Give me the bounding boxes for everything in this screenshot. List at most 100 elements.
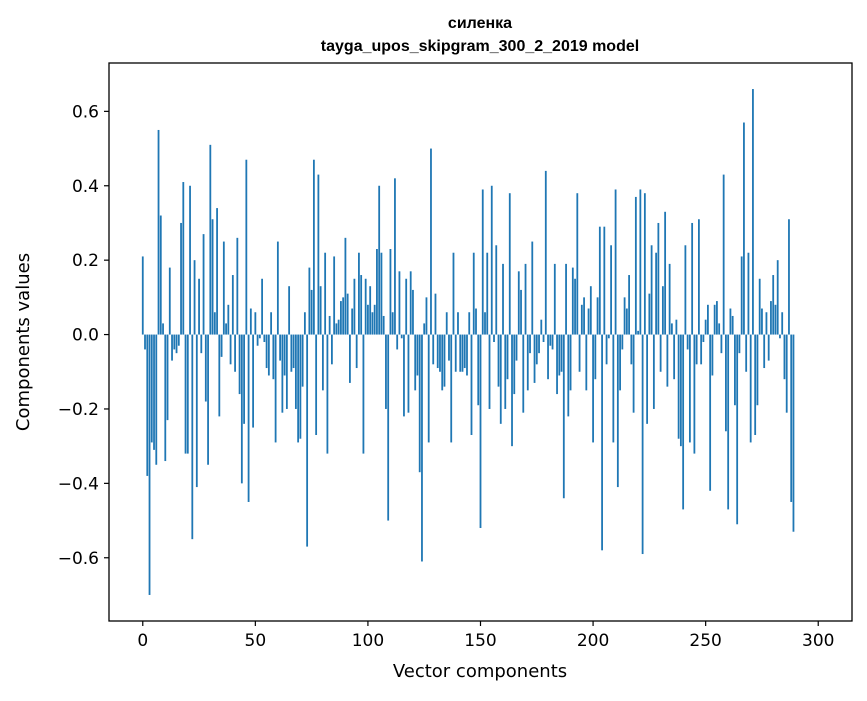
bar xyxy=(756,334,759,406)
bar xyxy=(310,289,313,335)
bar xyxy=(200,334,203,354)
bar xyxy=(567,334,570,417)
bar xyxy=(673,334,676,380)
bar xyxy=(373,304,376,335)
bar xyxy=(515,334,518,361)
bar xyxy=(463,334,466,369)
bar xyxy=(418,334,421,473)
bar xyxy=(722,174,725,335)
bar xyxy=(168,267,171,335)
bar xyxy=(688,334,691,443)
bar xyxy=(355,334,358,369)
bar xyxy=(144,334,146,350)
bar xyxy=(389,249,392,335)
bar xyxy=(763,334,766,369)
bar xyxy=(297,334,300,443)
bar xyxy=(378,185,381,335)
bar xyxy=(761,308,763,335)
bar xyxy=(400,334,403,339)
bar xyxy=(308,267,311,335)
bar xyxy=(274,334,277,443)
bar xyxy=(553,263,556,335)
bar xyxy=(409,271,412,335)
bar xyxy=(531,241,534,335)
bar xyxy=(549,334,552,346)
bar xyxy=(770,301,772,335)
bar xyxy=(648,293,651,335)
bar xyxy=(364,278,367,335)
bar xyxy=(340,301,342,335)
bar xyxy=(495,245,498,335)
bar xyxy=(398,271,401,335)
bar xyxy=(414,334,417,391)
bar xyxy=(405,278,408,335)
bar xyxy=(186,334,189,454)
bar xyxy=(547,334,549,380)
bar xyxy=(240,334,243,484)
bar xyxy=(682,334,685,510)
bar xyxy=(346,293,349,335)
bar xyxy=(470,334,473,435)
bar xyxy=(643,193,646,335)
bar xyxy=(238,334,241,395)
bar xyxy=(434,293,437,335)
bar xyxy=(342,297,345,335)
bar xyxy=(657,222,660,335)
bar xyxy=(711,334,714,376)
bar xyxy=(625,308,628,335)
bar xyxy=(670,323,673,335)
bar xyxy=(306,334,309,547)
bar xyxy=(571,267,574,335)
bar xyxy=(702,334,705,342)
bar xyxy=(227,304,230,335)
x-tick-label: 0 xyxy=(137,631,148,651)
bar xyxy=(522,334,525,413)
bar xyxy=(655,252,658,335)
bar xyxy=(659,334,662,372)
x-axis-label: Vector components xyxy=(393,661,567,682)
bar xyxy=(779,334,781,339)
bar xyxy=(506,334,509,380)
bar xyxy=(281,334,284,413)
bar xyxy=(180,222,182,335)
bar xyxy=(166,334,169,421)
bar xyxy=(371,312,374,335)
bar xyxy=(533,334,536,383)
bar xyxy=(351,308,354,335)
bar xyxy=(734,334,736,406)
bar xyxy=(283,334,286,376)
bar xyxy=(380,252,383,335)
bar xyxy=(258,334,261,339)
bar xyxy=(430,148,432,335)
bar xyxy=(171,334,173,361)
bar xyxy=(317,174,320,335)
bar xyxy=(146,334,149,476)
bar xyxy=(583,297,585,335)
chart-title-line-2: tayga_upos_skipgram_300_2_2019 model xyxy=(321,38,639,55)
bar xyxy=(614,189,617,335)
bar xyxy=(490,185,493,335)
bar xyxy=(315,334,318,435)
bar xyxy=(407,334,410,413)
bar xyxy=(612,334,615,443)
bar xyxy=(675,319,678,335)
bar xyxy=(790,334,793,502)
bar xyxy=(526,334,529,391)
bar xyxy=(243,334,245,424)
bar xyxy=(247,334,250,502)
bar xyxy=(628,275,630,335)
bar xyxy=(623,297,626,335)
bar xyxy=(529,334,531,354)
bar xyxy=(616,334,619,488)
bar xyxy=(333,256,336,335)
bar xyxy=(220,334,223,357)
bar xyxy=(477,334,480,406)
bar xyxy=(261,278,263,335)
bar xyxy=(686,334,689,350)
bar xyxy=(596,297,599,335)
bar xyxy=(556,334,558,395)
bar xyxy=(535,334,538,365)
bar xyxy=(150,334,153,443)
bar xyxy=(540,319,543,335)
